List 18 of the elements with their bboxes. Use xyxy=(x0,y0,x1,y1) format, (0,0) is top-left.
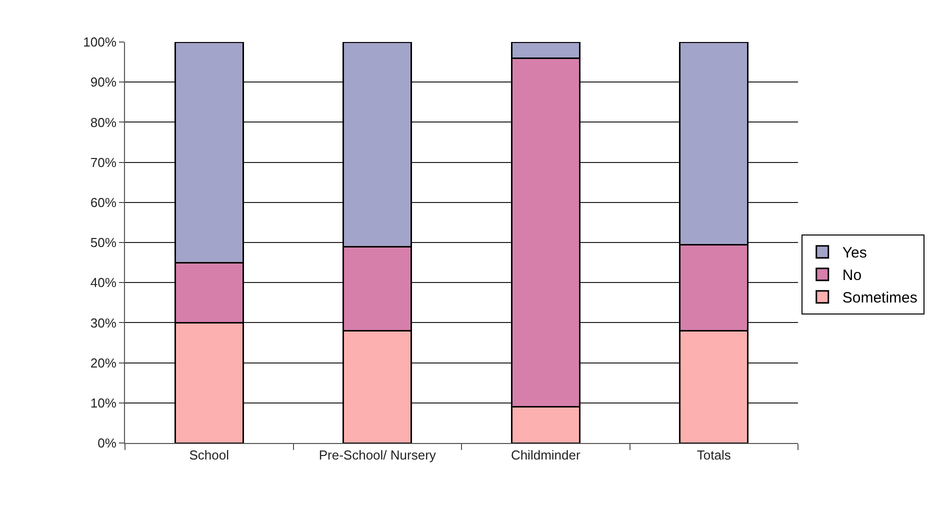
x-tick-label: Totals xyxy=(696,448,732,463)
y-tick-label: 70% xyxy=(90,154,117,170)
y-tick-label: 80% xyxy=(90,114,117,130)
x-tick-label: School xyxy=(189,448,230,463)
y-tick-label: 60% xyxy=(90,194,117,210)
y-tick-label: 0% xyxy=(98,436,117,451)
x-tick-label: Pre-School/ Nursery xyxy=(318,448,436,463)
legend-label: No xyxy=(842,267,862,284)
x-tick-label: Childminder xyxy=(510,448,581,463)
y-tick-label: 40% xyxy=(90,275,117,290)
y-tick-label: 10% xyxy=(90,395,117,410)
y-tick-label: 20% xyxy=(90,355,117,370)
y-tick-label: 90% xyxy=(90,74,117,90)
legend-label: Sometimes xyxy=(842,290,918,307)
legend-label: Yes xyxy=(842,244,867,262)
y-tick-label: 50% xyxy=(90,235,117,250)
y-tick-label: 100% xyxy=(83,34,117,50)
y-tick-label: 30% xyxy=(90,315,117,330)
